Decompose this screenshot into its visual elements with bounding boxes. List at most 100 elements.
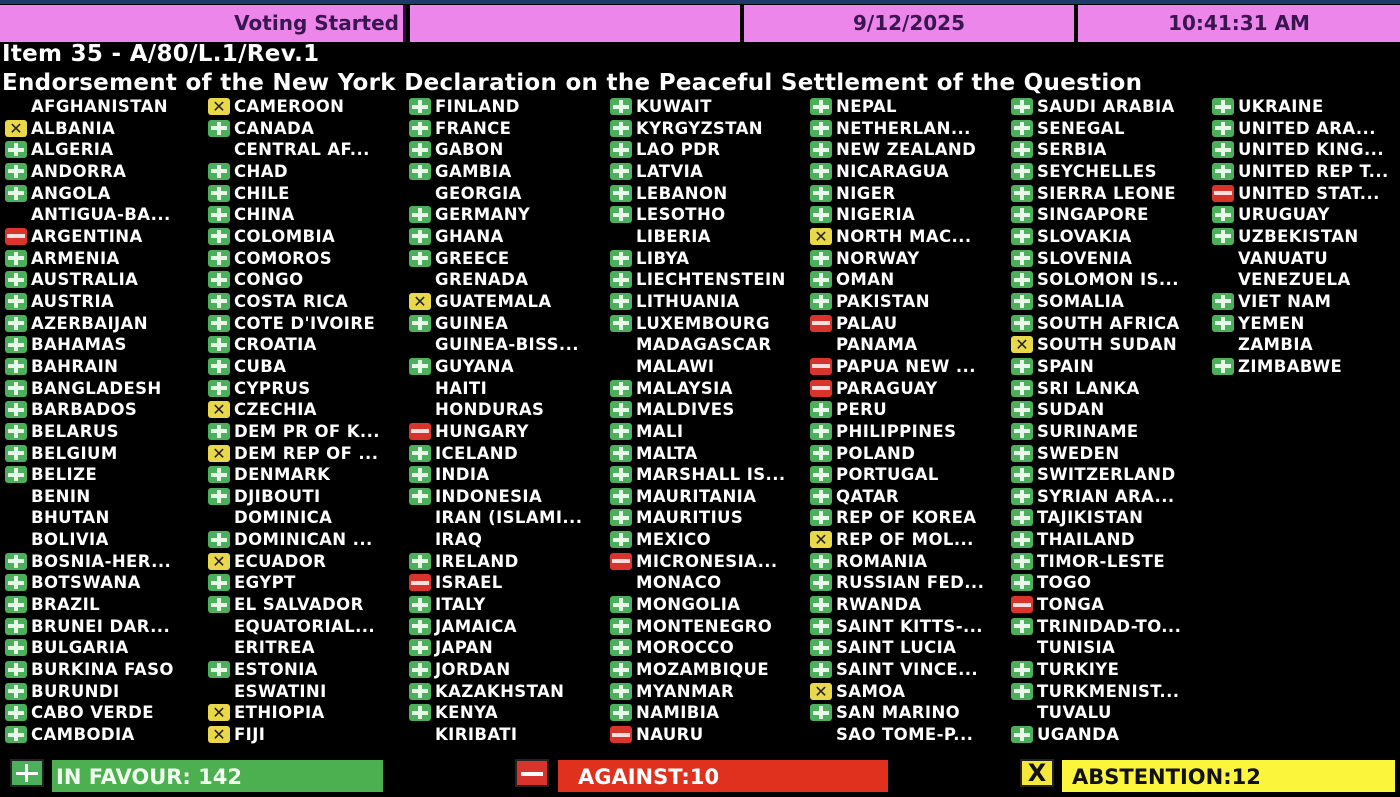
country-row: AFGHANISTAN [3, 96, 205, 118]
country-name: FINLAND [435, 97, 520, 116]
country-name: IRAQ [435, 530, 483, 550]
country-name: SAO TOME-P... [836, 725, 974, 745]
country-row: ZAMBIA [1210, 334, 1400, 356]
country-name: GRENADA [435, 270, 529, 290]
country-name: COTE D'IVOIRE [234, 313, 376, 333]
country-name: MONACO [636, 573, 722, 593]
country-name: AUSTRIA [31, 291, 115, 311]
minus-icon [610, 552, 632, 570]
minus-icon [515, 759, 549, 787]
plus-icon [610, 509, 632, 527]
country-row: BARBADOS [3, 399, 205, 421]
country-name: KIRIBATI [435, 725, 518, 745]
plus-icon [5, 162, 27, 180]
country-name: TOGO [1037, 573, 1092, 593]
country-name: MOROCCO [636, 638, 735, 658]
country-row: BRUNEI DAR... [3, 616, 205, 638]
country-row: NORWAY [808, 248, 1010, 270]
country-name: SOMALIA [1037, 291, 1125, 311]
country-row: BHUTAN [3, 507, 205, 529]
top-border [0, 0, 1400, 4]
country-name: LIBERIA [636, 226, 711, 246]
country-name: EL SALVADOR [234, 595, 364, 615]
country-row: SAN MARINO [808, 702, 1010, 724]
country-name: CAMEROON [234, 97, 345, 116]
plus-icon [208, 227, 230, 245]
country-name: HAITI [435, 378, 488, 398]
country-row: MALDIVES [608, 399, 810, 421]
plus-icon [1011, 531, 1033, 549]
country-row: CROATIA [206, 334, 408, 356]
country-row: SEYCHELLES [1009, 161, 1211, 183]
minus-icon [409, 422, 431, 440]
plus-icon [5, 357, 27, 375]
country-row: CYPRUS [206, 378, 408, 400]
item-title: Endorsement of the New York Declaration … [2, 70, 1143, 96]
country-name: MALAYSIA [636, 378, 733, 398]
country-row: RWANDA [808, 594, 1010, 616]
country-row: MOROCCO [608, 637, 810, 659]
country-name: MAURITIUS [636, 508, 744, 528]
country-name: UGANDA [1037, 725, 1120, 745]
x-icon: ✕ [409, 292, 431, 310]
plus-icon [5, 596, 27, 614]
country-name: POLAND [836, 443, 916, 463]
plus-icon [409, 682, 431, 700]
plus-icon [810, 466, 832, 484]
country-name: TUNISIA [1037, 638, 1116, 658]
plus-icon [1212, 162, 1234, 180]
country-row: ARMENIA [3, 248, 205, 270]
plus-icon [810, 249, 832, 267]
country-name: BOLIVIA [31, 530, 109, 550]
country-row: SOMALIA [1009, 291, 1211, 313]
plus-icon [810, 617, 832, 635]
plus-icon [810, 509, 832, 527]
country-row: COMOROS [206, 248, 408, 270]
plus-icon [208, 119, 230, 137]
country-row: KUWAIT [608, 96, 810, 118]
country-row: SINGAPORE [1009, 204, 1211, 226]
plus-icon [1212, 141, 1234, 159]
country-name: AZERBAIJAN [31, 313, 148, 333]
country-name: SEYCHELLES [1037, 161, 1157, 181]
country-row: MAURITANIA [608, 486, 810, 508]
plus-icon [5, 249, 27, 267]
plus-icon [1011, 119, 1033, 137]
country-row: MONTENEGRO [608, 616, 810, 638]
country-name: PALAU [836, 313, 898, 333]
country-name: BELGIUM [31, 443, 118, 463]
country-row: ✕ CAMEROON [206, 96, 408, 118]
plus-icon [1212, 206, 1234, 224]
country-name: MICRONESIA... [636, 551, 778, 571]
country-row: TIMOR-LESTE [1009, 551, 1211, 573]
country-name: LITHUANIA [636, 291, 740, 311]
country-row: SPAIN [1009, 356, 1211, 378]
country-row: SRI LANKA [1009, 378, 1211, 400]
country-name: NIGERIA [836, 205, 916, 225]
country-row: DJIBOUTI [206, 486, 408, 508]
x-icon: ✕ [810, 531, 832, 549]
country-row: AUSTRALIA [3, 269, 205, 291]
country-row: ERITREA [206, 637, 408, 659]
plus-icon [610, 271, 632, 289]
country-row: SAINT LUCIA [808, 637, 1010, 659]
plus-icon [409, 617, 431, 635]
x-icon: ✕ [208, 726, 230, 744]
country-name: BURUNDI [31, 681, 120, 701]
plus-icon [208, 661, 230, 679]
country-name: ANTIGUA-BA... [31, 205, 171, 225]
plus-icon [208, 422, 230, 440]
voting-status: Voting Started [0, 5, 406, 42]
country-name: JAMAICA [435, 616, 517, 636]
country-row: CABO VERDE [3, 702, 205, 724]
country-row: BOSNIA-HER... [3, 551, 205, 573]
country-row: SERBIA [1009, 139, 1211, 161]
country-name: MALI [636, 421, 684, 441]
country-name: BHUTAN [31, 508, 110, 528]
country-row: GUINEA-BISS... [407, 334, 609, 356]
country-row: FINLAND [407, 96, 609, 118]
country-name: GUINEA [435, 313, 509, 333]
plus-icon [610, 639, 632, 657]
country-column: AFGHANISTAN ✕ ALBANIA ALGERIA ANDORRA ANGOLA A… [3, 96, 205, 746]
country-name: INDONESIA [435, 486, 543, 506]
